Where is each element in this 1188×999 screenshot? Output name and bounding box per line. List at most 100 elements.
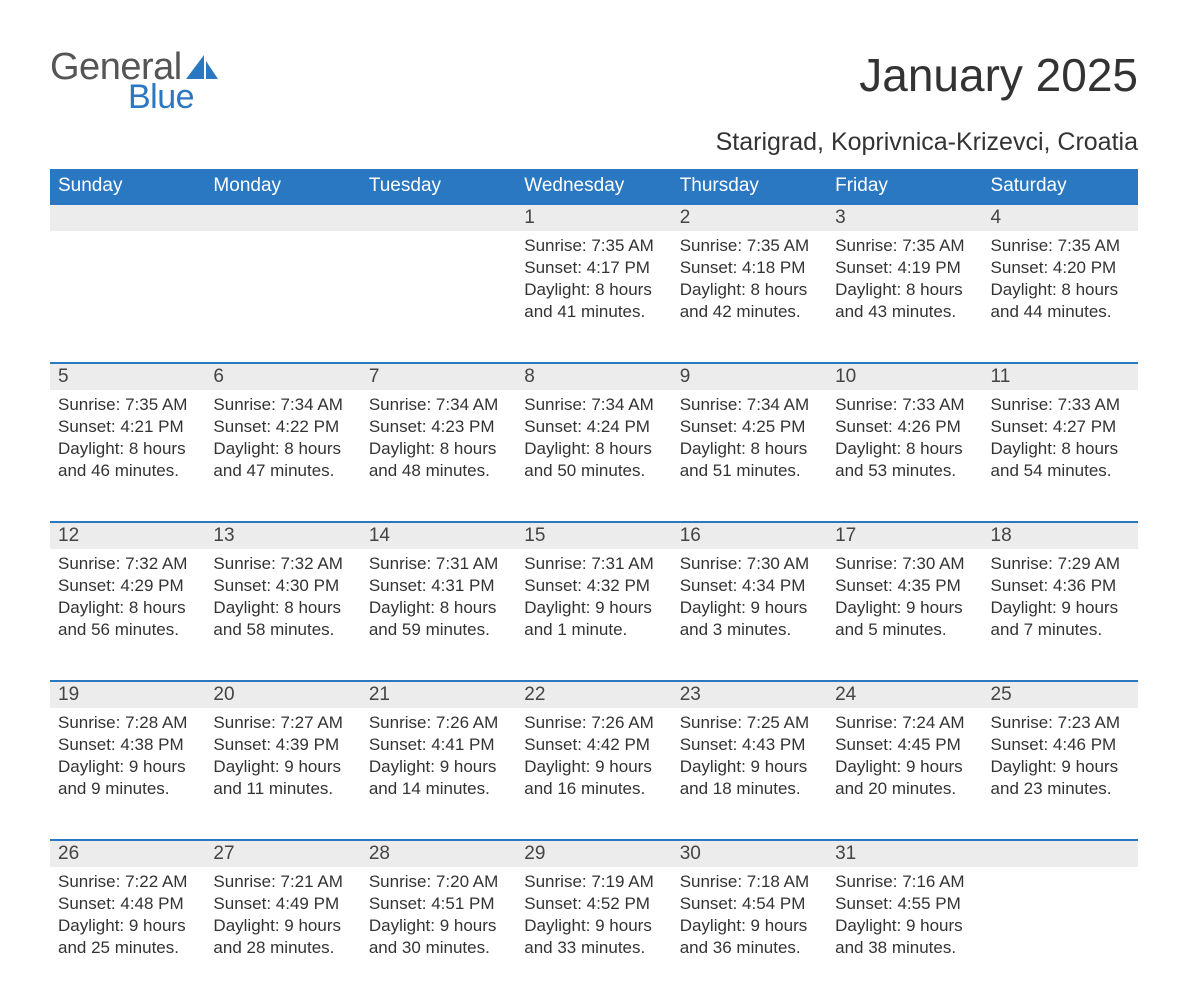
day-dl1: Daylight: 9 hours: [835, 597, 974, 619]
day-dl2: and 3 minutes.: [680, 619, 819, 641]
day-dl2: and 23 minutes.: [991, 778, 1130, 800]
day-sunrise: Sunrise: 7:35 AM: [991, 235, 1130, 257]
day-sunrise: Sunrise: 7:30 AM: [680, 553, 819, 575]
day-number-cell: 10: [827, 363, 982, 390]
header-thursday: Thursday: [672, 169, 827, 204]
day-sunrise: Sunrise: 7:34 AM: [369, 394, 508, 416]
day-dl1: Daylight: 9 hours: [58, 915, 197, 937]
day-sunset: Sunset: 4:27 PM: [991, 416, 1130, 438]
day-dl1: Daylight: 8 hours: [991, 438, 1130, 460]
day-detail-cell: Sunrise: 7:27 AMSunset: 4:39 PMDaylight:…: [205, 708, 360, 840]
day-sunset: Sunset: 4:19 PM: [835, 257, 974, 279]
day-dl1: Daylight: 9 hours: [524, 915, 663, 937]
day-number-cell: 28: [361, 840, 516, 867]
day-number-cell: [50, 204, 205, 231]
day-number-cell: [983, 840, 1138, 867]
day-dl2: and 9 minutes.: [58, 778, 197, 800]
day-number-cell: 19: [50, 681, 205, 708]
day-dl2: and 56 minutes.: [58, 619, 197, 641]
day-detail-cell: Sunrise: 7:20 AMSunset: 4:51 PMDaylight:…: [361, 867, 516, 999]
day-sunset: Sunset: 4:17 PM: [524, 257, 663, 279]
day-sunset: Sunset: 4:54 PM: [680, 893, 819, 915]
day-sunrise: Sunrise: 7:32 AM: [213, 553, 352, 575]
day-number-cell: 24: [827, 681, 982, 708]
sail-icon: [186, 55, 218, 79]
day-detail-cell: Sunrise: 7:19 AMSunset: 4:52 PMDaylight:…: [516, 867, 671, 999]
day-dl2: and 38 minutes.: [835, 937, 974, 959]
day-dl2: and 11 minutes.: [213, 778, 352, 800]
day-sunset: Sunset: 4:25 PM: [680, 416, 819, 438]
day-detail-cell: Sunrise: 7:26 AMSunset: 4:42 PMDaylight:…: [516, 708, 671, 840]
day-detail-cell: Sunrise: 7:25 AMSunset: 4:43 PMDaylight:…: [672, 708, 827, 840]
day-number-cell: 27: [205, 840, 360, 867]
day-dl2: and 59 minutes.: [369, 619, 508, 641]
header-tuesday: Tuesday: [361, 169, 516, 204]
day-dl1: Daylight: 8 hours: [369, 597, 508, 619]
day-detail-cell: [983, 867, 1138, 999]
day-dl1: Daylight: 9 hours: [213, 915, 352, 937]
day-sunset: Sunset: 4:55 PM: [835, 893, 974, 915]
day-sunset: Sunset: 4:36 PM: [991, 575, 1130, 597]
day-dl2: and 28 minutes.: [213, 937, 352, 959]
day-detail-cell: Sunrise: 7:35 AMSunset: 4:20 PMDaylight:…: [983, 231, 1138, 363]
day-number-cell: 3: [827, 204, 982, 231]
title-block: January 2025 Starigrad, Koprivnica-Krize…: [716, 48, 1138, 157]
day-number-cell: 13: [205, 522, 360, 549]
day-sunrise: Sunrise: 7:35 AM: [835, 235, 974, 257]
day-sunset: Sunset: 4:29 PM: [58, 575, 197, 597]
day-detail-cell: Sunrise: 7:31 AMSunset: 4:32 PMDaylight:…: [516, 549, 671, 681]
day-dl1: Daylight: 8 hours: [58, 597, 197, 619]
day-dl2: and 43 minutes.: [835, 301, 974, 323]
day-sunset: Sunset: 4:32 PM: [524, 575, 663, 597]
day-sunrise: Sunrise: 7:33 AM: [835, 394, 974, 416]
day-sunset: Sunset: 4:35 PM: [835, 575, 974, 597]
day-sunset: Sunset: 4:21 PM: [58, 416, 197, 438]
day-dl2: and 1 minute.: [524, 619, 663, 641]
day-dl1: Daylight: 9 hours: [991, 597, 1130, 619]
day-dl1: Daylight: 8 hours: [213, 438, 352, 460]
day-detail-cell: Sunrise: 7:29 AMSunset: 4:36 PMDaylight:…: [983, 549, 1138, 681]
logo-text-blue: Blue: [128, 80, 218, 114]
header-wednesday: Wednesday: [516, 169, 671, 204]
day-sunrise: Sunrise: 7:34 AM: [524, 394, 663, 416]
day-number-cell: 8: [516, 363, 671, 390]
day-dl1: Daylight: 9 hours: [524, 597, 663, 619]
day-detail-cell: [361, 231, 516, 363]
day-sunset: Sunset: 4:24 PM: [524, 416, 663, 438]
day-detail-cell: Sunrise: 7:31 AMSunset: 4:31 PMDaylight:…: [361, 549, 516, 681]
day-number-cell: 14: [361, 522, 516, 549]
day-dl1: Daylight: 8 hours: [524, 279, 663, 301]
day-dl1: Daylight: 9 hours: [213, 756, 352, 778]
day-sunrise: Sunrise: 7:29 AM: [991, 553, 1130, 575]
daynum-row: 567891011: [50, 363, 1138, 390]
day-dl1: Daylight: 9 hours: [680, 597, 819, 619]
day-sunset: Sunset: 4:43 PM: [680, 734, 819, 756]
day-detail-cell: Sunrise: 7:21 AMSunset: 4:49 PMDaylight:…: [205, 867, 360, 999]
day-dl2: and 46 minutes.: [58, 460, 197, 482]
day-dl1: Daylight: 8 hours: [835, 438, 974, 460]
detail-row: Sunrise: 7:35 AMSunset: 4:21 PMDaylight:…: [50, 390, 1138, 522]
header-saturday: Saturday: [983, 169, 1138, 204]
daynum-row: 1234: [50, 204, 1138, 231]
day-dl1: Daylight: 8 hours: [680, 279, 819, 301]
daynum-row: 262728293031: [50, 840, 1138, 867]
day-dl1: Daylight: 8 hours: [369, 438, 508, 460]
day-sunrise: Sunrise: 7:25 AM: [680, 712, 819, 734]
header-row: General Blue January 2025 Starigrad, Kop…: [50, 48, 1138, 157]
day-dl2: and 30 minutes.: [369, 937, 508, 959]
logo: General Blue: [50, 48, 218, 114]
day-dl1: Daylight: 9 hours: [680, 756, 819, 778]
day-sunset: Sunset: 4:46 PM: [991, 734, 1130, 756]
day-detail-cell: Sunrise: 7:35 AMSunset: 4:17 PMDaylight:…: [516, 231, 671, 363]
day-sunset: Sunset: 4:22 PM: [213, 416, 352, 438]
day-dl2: and 7 minutes.: [991, 619, 1130, 641]
day-sunset: Sunset: 4:45 PM: [835, 734, 974, 756]
day-sunrise: Sunrise: 7:21 AM: [213, 871, 352, 893]
day-number-cell: 30: [672, 840, 827, 867]
day-dl2: and 20 minutes.: [835, 778, 974, 800]
day-sunrise: Sunrise: 7:35 AM: [680, 235, 819, 257]
day-sunrise: Sunrise: 7:33 AM: [991, 394, 1130, 416]
day-detail-cell: Sunrise: 7:32 AMSunset: 4:30 PMDaylight:…: [205, 549, 360, 681]
day-dl1: Daylight: 9 hours: [680, 915, 819, 937]
day-dl2: and 54 minutes.: [991, 460, 1130, 482]
